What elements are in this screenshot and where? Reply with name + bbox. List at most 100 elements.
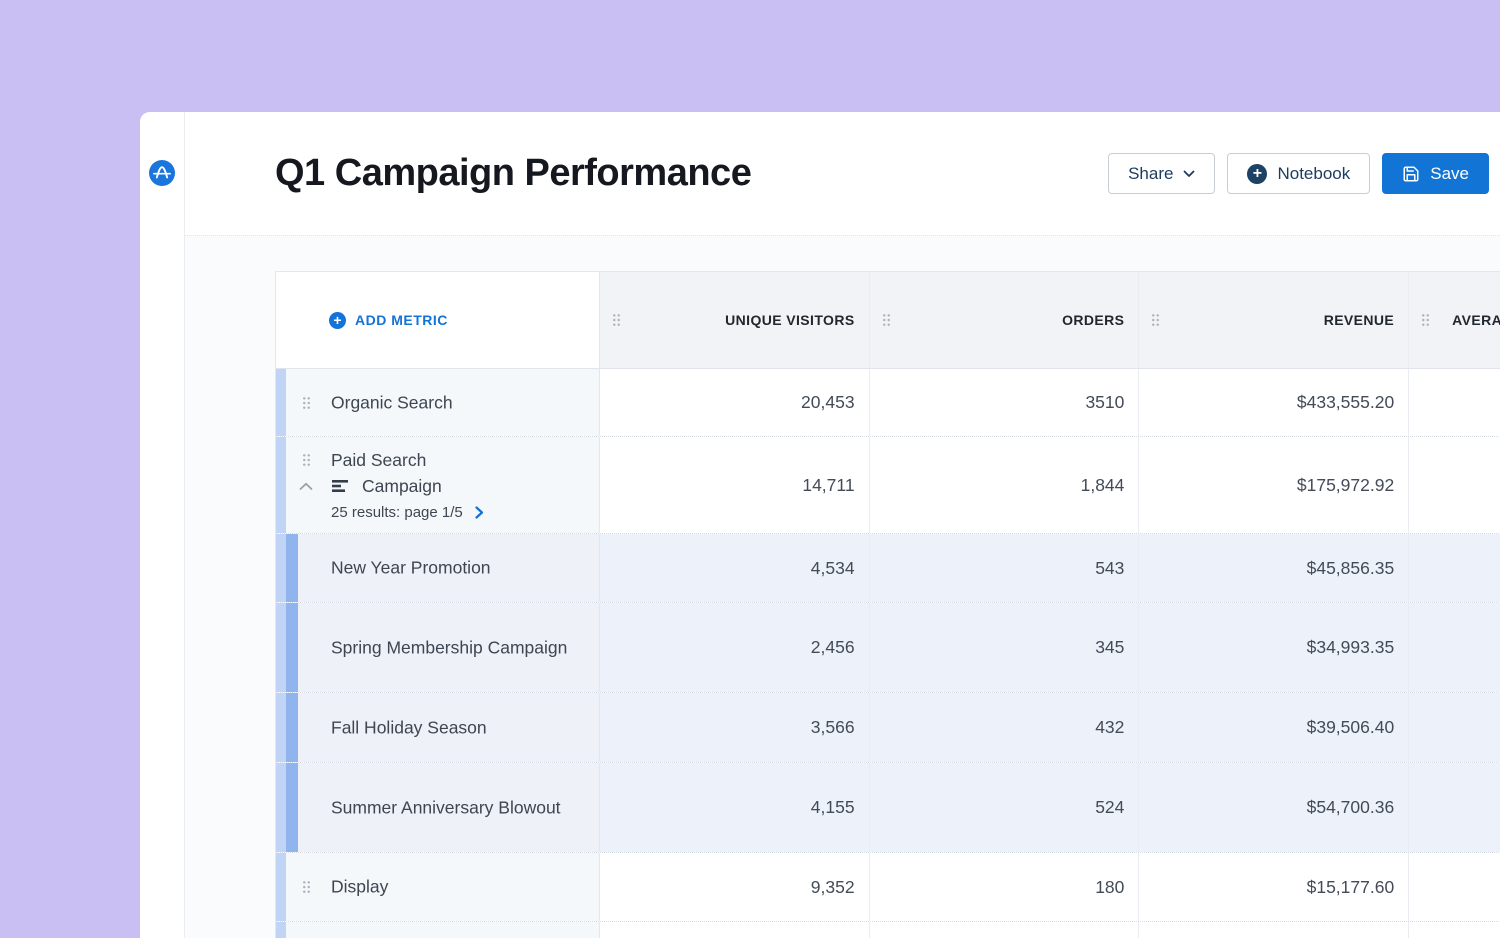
- drag-handle-icon[interactable]: [302, 395, 311, 410]
- cell-revenue[interactable]: $54,700.36: [1139, 763, 1410, 852]
- cell-average[interactable]: [1409, 369, 1500, 436]
- metrics-table: + ADD METRIC UNIQUE VISITORS ORDERS REVE…: [275, 271, 1500, 938]
- save-button[interactable]: Save: [1382, 153, 1489, 194]
- collapse-chevron-up-icon[interactable]: [299, 482, 313, 491]
- drag-handle-icon[interactable]: [302, 453, 311, 467]
- cell-unique-visitors[interactable]: 4,155: [599, 763, 870, 852]
- row-label: New Year Promotion: [331, 557, 491, 578]
- cell-revenue[interactable]: $15,177.60: [1139, 853, 1410, 921]
- cell-revenue[interactable]: $34,993.35: [1139, 603, 1410, 692]
- row-label-cell[interactable]: Organic Search: [276, 369, 600, 436]
- row-label-cell[interactable]: Spring Membership Campaign: [276, 603, 600, 692]
- plus-circle-icon: +: [1247, 163, 1268, 184]
- cell-average[interactable]: [1409, 922, 1500, 938]
- analysis-body: + ADD METRIC UNIQUE VISITORS ORDERS REVE…: [185, 235, 1500, 938]
- column-header-unique-visitors[interactable]: UNIQUE VISITORS: [599, 272, 870, 368]
- cell-average[interactable]: [1409, 437, 1500, 533]
- group-by-bars-icon: [332, 480, 348, 492]
- column-header-revenue[interactable]: REVENUE: [1139, 272, 1410, 368]
- cell-orders[interactable]: 543: [869, 534, 1140, 602]
- row-label-cell[interactable]: Fall Holiday Season: [276, 693, 600, 762]
- cell-orders[interactable]: 524: [869, 763, 1140, 852]
- cell-unique-visitors[interactable]: 2,456: [599, 603, 870, 692]
- row-accent-strip: [276, 369, 286, 436]
- column-header-average[interactable]: AVERAG: [1409, 272, 1500, 368]
- cell-orders[interactable]: 432: [869, 693, 1140, 762]
- share-button[interactable]: Share: [1108, 153, 1216, 194]
- table-row-summer-anniversary-blowout[interactable]: Summer Anniversary Blowout 4,155 524 $54…: [276, 763, 1500, 853]
- page-header: Q1 Campaign Performance Share + Notebook…: [185, 112, 1500, 235]
- row-label: Organic Search: [331, 392, 453, 412]
- cell-unique-visitors[interactable]: 20,453: [600, 369, 870, 436]
- cell-orders[interactable]: 180: [870, 853, 1140, 921]
- cell-revenue[interactable]: $45,856.35: [1139, 534, 1410, 602]
- cell-orders[interactable]: 345: [869, 603, 1140, 692]
- share-button-label: Share: [1128, 163, 1174, 183]
- cell-revenue[interactable]: $39,506.40: [1139, 693, 1410, 762]
- cell-orders[interactable]: 1,844: [870, 437, 1140, 533]
- plus-circle-icon: +: [329, 311, 346, 329]
- app-sidebar: [140, 112, 185, 938]
- cell-average[interactable]: [1409, 534, 1500, 602]
- save-icon: [1403, 166, 1419, 181]
- row-label: Fall Holiday Season: [331, 717, 487, 737]
- row-label: Display: [331, 876, 389, 897]
- table-row-paid-search-campaign[interactable]: Paid Search: [276, 437, 1500, 534]
- notebook-button[interactable]: + Notebook: [1227, 153, 1371, 194]
- chevron-down-icon: [1184, 170, 1195, 177]
- breakdown-accent-strip: [286, 693, 298, 762]
- row-label-cell[interactable]: New Year Promotion: [276, 534, 600, 602]
- cell-unique-visitors[interactable]: 4,534: [599, 534, 870, 602]
- table-row-fall-holiday-season[interactable]: Fall Holiday Season 3,566 432 $39,506.40: [276, 693, 1500, 763]
- pagination-label: 25 results: page 1/5: [331, 503, 463, 521]
- results-pagination[interactable]: 25 results: page 1/5: [331, 504, 484, 521]
- cell-unique-visitors[interactable]: 14,711: [600, 437, 870, 533]
- row-label-cell[interactable]: [276, 922, 600, 938]
- drag-handle-icon[interactable]: [1151, 313, 1161, 327]
- row-accent-strip: [276, 763, 286, 852]
- table-row-partial[interactable]: [276, 922, 1500, 938]
- row-label: Summer Anniversary Blowout: [331, 797, 561, 817]
- table-row-spring-membership-campaign[interactable]: Spring Membership Campaign 2,456 345 $34…: [276, 603, 1500, 693]
- add-metric-button[interactable]: + ADD METRIC: [276, 272, 600, 368]
- cell-unique-visitors[interactable]: 3,566: [599, 693, 870, 762]
- cell-revenue[interactable]: $175,972.92: [1139, 437, 1410, 533]
- column-header-label: UNIQUE VISITORS: [725, 312, 855, 328]
- row-accent-strip: [276, 693, 286, 762]
- drag-handle-icon[interactable]: [881, 313, 891, 327]
- column-header-orders[interactable]: ORDERS: [869, 272, 1140, 368]
- cell-revenue[interactable]: $433,555.20: [1139, 369, 1410, 436]
- cell-revenue[interactable]: [1139, 922, 1410, 938]
- cell-average[interactable]: [1409, 763, 1500, 852]
- row-label-cell[interactable]: Summer Anniversary Blowout: [276, 763, 600, 852]
- row-accent-strip: [276, 437, 286, 533]
- column-header-label: AVERAG: [1452, 312, 1500, 328]
- drag-handle-icon[interactable]: [1421, 313, 1431, 327]
- cell-average[interactable]: [1409, 603, 1500, 692]
- drag-handle-icon[interactable]: [302, 880, 311, 894]
- cell-orders[interactable]: [870, 922, 1140, 938]
- table-row-display[interactable]: Display 9,352 180 $15,177.60: [276, 853, 1500, 922]
- row-label-cell[interactable]: Display: [276, 853, 600, 921]
- cell-unique-visitors[interactable]: 9,352: [600, 853, 870, 921]
- row-label-cell[interactable]: Paid Search: [276, 437, 600, 533]
- save-button-label: Save: [1430, 163, 1469, 183]
- row-label: Spring Membership Campaign: [331, 637, 568, 657]
- column-header-label: REVENUE: [1323, 312, 1395, 328]
- table-row-organic-search[interactable]: Organic Search 20,453 3510 $433,555.20: [276, 369, 1500, 437]
- app-window: Q1 Campaign Performance Share + Notebook…: [140, 112, 1500, 938]
- add-metric-label: ADD METRIC: [355, 312, 448, 328]
- table-header-row: + ADD METRIC UNIQUE VISITORS ORDERS REVE…: [276, 272, 1500, 369]
- cell-unique-visitors[interactable]: [600, 922, 870, 938]
- breakdown-accent-strip: [286, 763, 298, 852]
- page-title: Q1 Campaign Performance: [275, 152, 752, 194]
- cell-average[interactable]: [1409, 693, 1500, 762]
- drag-handle-icon[interactable]: [611, 313, 621, 327]
- table-row-new-year-promotion[interactable]: New Year Promotion 4,534 543 $45,856.35: [276, 534, 1500, 603]
- row-accent-strip: [276, 534, 286, 602]
- cell-average[interactable]: [1409, 853, 1500, 921]
- amplitude-logo-icon[interactable]: [149, 160, 175, 186]
- chevron-right-icon[interactable]: [475, 505, 484, 519]
- cell-orders[interactable]: 3510: [870, 369, 1140, 436]
- row-accent-strip: [276, 603, 286, 692]
